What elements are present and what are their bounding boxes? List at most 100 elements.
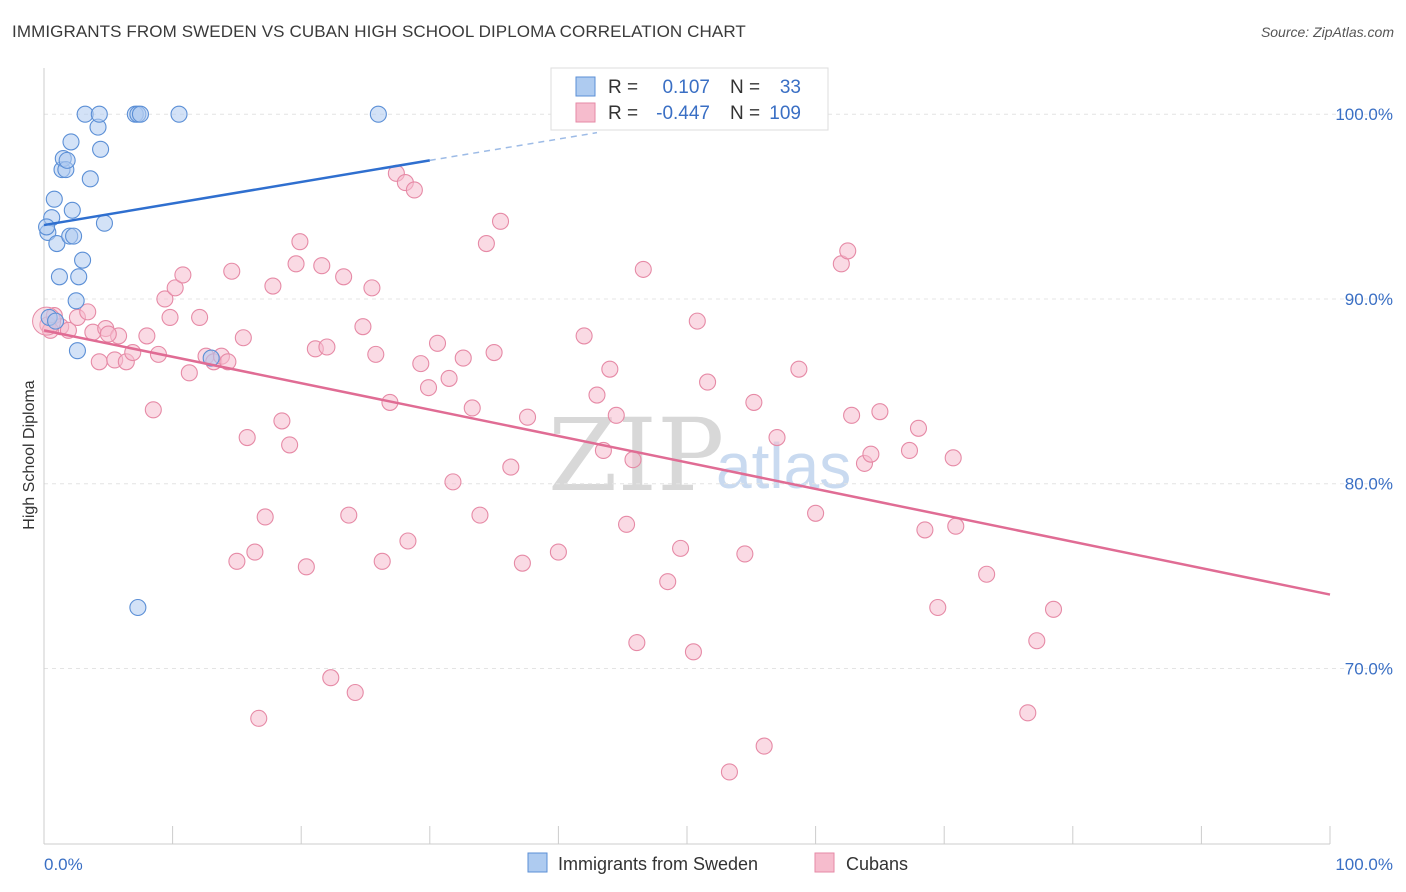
cubans-point <box>238 428 256 447</box>
cubans-point <box>978 565 996 583</box>
sweden-point <box>74 251 92 269</box>
sweden-point <box>47 312 65 330</box>
sweden-point <box>62 133 80 151</box>
sweden-point <box>92 140 110 158</box>
sweden-trend-line <box>43 159 431 227</box>
legend-swatch-sweden <box>575 76 596 97</box>
sweden-point <box>131 105 149 123</box>
sweden-point <box>90 105 108 123</box>
cubans-point <box>471 506 489 524</box>
cubans-point <box>502 458 520 476</box>
cubans-point <box>161 308 179 326</box>
y-tick-label: 90.0% <box>1345 290 1393 309</box>
cubans-point <box>916 521 934 539</box>
cubans-point <box>399 532 417 550</box>
cubans-point <box>628 634 646 652</box>
cubans-point <box>909 419 928 437</box>
cubans-point <box>736 545 754 563</box>
cubans-point <box>1044 600 1063 618</box>
trend-lines <box>43 131 1331 596</box>
sweden-point <box>170 105 188 123</box>
y-axis-label: High School Diploma <box>21 380 38 530</box>
sweden-point <box>95 214 113 232</box>
sweden-point <box>58 151 76 169</box>
cubans-point <box>444 473 462 491</box>
bottom-legend-swatch-sweden <box>527 852 548 873</box>
series-legend: Immigrants from Sweden Cubans <box>527 852 908 874</box>
x-tick-label: 100.0% <box>1335 855 1393 874</box>
sweden-point <box>38 218 56 236</box>
cubans-point <box>672 539 690 557</box>
cubans-point <box>947 517 965 535</box>
cubans-point <box>601 360 619 378</box>
cubans-point <box>156 290 174 308</box>
cubans-point <box>720 763 738 781</box>
cubans-point <box>807 504 825 522</box>
cubans-point <box>618 515 636 533</box>
cubans-point <box>166 279 184 297</box>
legend-r-label-sweden: R = <box>608 77 638 98</box>
cubans-point <box>291 233 309 251</box>
cubans-point <box>180 364 198 382</box>
cubans-point <box>463 399 481 417</box>
y-tick-label: 70.0% <box>1345 659 1393 678</box>
cubans-point <box>313 257 331 275</box>
cubans-point <box>363 279 381 297</box>
cubans-point <box>862 445 880 463</box>
cubans-point <box>491 212 510 230</box>
sweden-point <box>48 234 66 253</box>
legend-n-label-sweden: N = <box>730 77 760 98</box>
cubans-point <box>588 386 606 404</box>
cubans-point <box>575 327 593 345</box>
cubans-point <box>684 643 702 661</box>
cubans-point <box>264 277 282 295</box>
cubans-point <box>454 349 472 367</box>
cubans-point <box>144 401 162 419</box>
x-tick-labels: 0.0% 100.0% <box>44 855 1393 874</box>
bottom-legend-swatch-cubans <box>814 852 835 873</box>
cubans-point <box>768 428 786 447</box>
source-label: Source: ZipAtlas.com <box>1260 24 1394 40</box>
cubans-point <box>428 334 447 352</box>
cubans-point <box>513 554 531 572</box>
cubans-point <box>228 552 246 570</box>
bottom-legend-label-cubans: Cubans <box>846 854 908 874</box>
cubans-point <box>1028 632 1046 650</box>
cubans-point <box>477 234 495 253</box>
cubans-point <box>354 318 372 336</box>
cubans-point <box>79 303 97 321</box>
cubans-point <box>900 441 919 460</box>
cubans-point <box>335 268 353 286</box>
cubans-point <box>518 408 537 426</box>
cubans-point <box>843 406 861 424</box>
cubans-point <box>340 506 358 524</box>
cubans-point <box>346 683 364 702</box>
y-tick-label: 100.0% <box>1335 105 1393 124</box>
sweden-point <box>45 190 63 208</box>
cubans-point <box>246 543 264 561</box>
cubans-point <box>138 327 156 345</box>
sweden-point <box>67 292 85 310</box>
cubans-point <box>1019 704 1037 722</box>
cubans-point <box>419 379 438 397</box>
cubans-point <box>174 266 192 284</box>
cubans-point <box>318 338 336 356</box>
sweden-point <box>70 268 88 286</box>
cubans-point <box>755 737 773 755</box>
cubans-point <box>287 255 305 273</box>
cubans-point <box>297 558 315 576</box>
cubans-point <box>659 573 677 591</box>
cubans-point <box>790 360 808 378</box>
cubans-point <box>367 345 385 363</box>
sweden-point <box>65 227 83 245</box>
cubans-point <box>871 403 889 421</box>
cubans-point <box>234 329 252 347</box>
cubans-point <box>607 406 625 424</box>
sweden-points <box>38 105 387 617</box>
legend-swatch-cubans <box>575 102 596 123</box>
cubans-point <box>373 552 391 570</box>
chart-title: IMMIGRANTS FROM SWEDEN VS CUBAN HIGH SCH… <box>12 22 746 41</box>
cubans-point <box>281 436 299 454</box>
cubans-point <box>223 262 241 280</box>
